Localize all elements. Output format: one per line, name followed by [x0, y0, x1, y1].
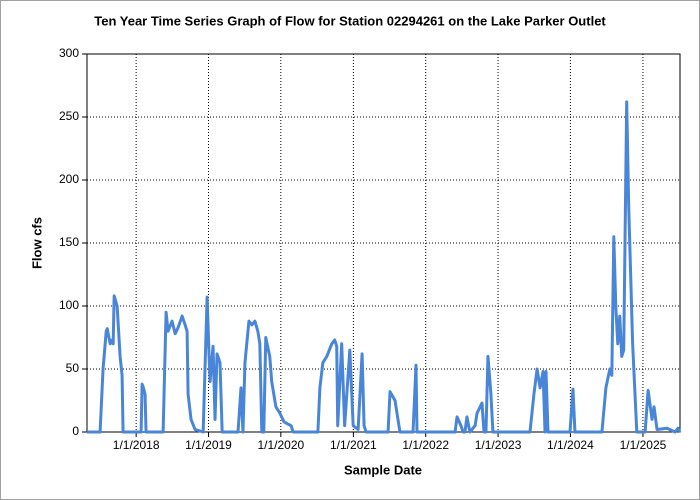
x-tick-label: 1/1/2018: [113, 438, 160, 452]
x-tick-label: 1/1/2024: [547, 438, 594, 452]
x-tick-label: 1/1/2019: [185, 438, 232, 452]
x-tick-label: 1/1/2022: [402, 438, 449, 452]
x-axis-label: Sample Date: [344, 462, 422, 477]
x-tick-label: 1/1/2023: [475, 438, 522, 452]
x-tick-label: 1/1/2020: [257, 438, 304, 452]
y-axis-label: Flow cfs: [29, 217, 44, 269]
x-tick-label: 1/1/2025: [620, 438, 667, 452]
chart-title: Ten Year Time Series Graph of Flow for S…: [94, 13, 606, 28]
y-tick-label: 50: [66, 361, 80, 375]
y-tick-label: 300: [59, 46, 79, 60]
data-line: [87, 100, 682, 434]
y-tick-label: 150: [59, 235, 79, 249]
x-tick-label: 1/1/2021: [330, 438, 377, 452]
y-tick-label: 0: [72, 424, 79, 438]
y-tick-label: 200: [59, 172, 79, 186]
y-tick-label: 100: [59, 298, 79, 312]
y-tick-label: 250: [59, 109, 79, 123]
